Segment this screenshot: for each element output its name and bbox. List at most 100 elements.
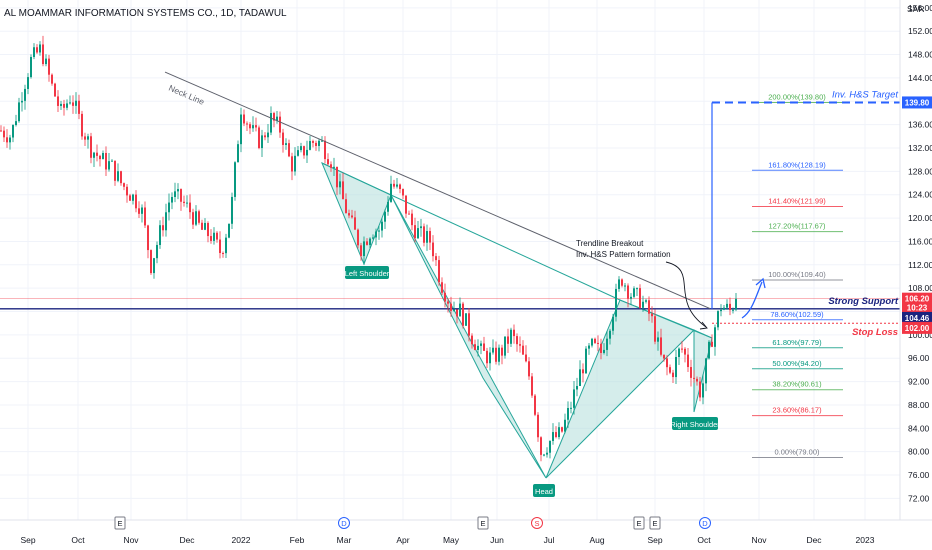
candle-body (165, 212, 167, 231)
time-tick-label: Nov (123, 535, 139, 545)
candle-body (288, 143, 290, 157)
candle-body (135, 194, 137, 209)
candle-body (615, 288, 617, 317)
candle-body (570, 407, 572, 409)
candle-body (207, 222, 209, 237)
candle-body (585, 348, 587, 374)
candle-body (693, 377, 695, 379)
candle-body (75, 100, 77, 106)
candle-body (588, 345, 590, 349)
candle-body (435, 256, 437, 261)
candle-body (408, 213, 410, 215)
pattern-label-badge (345, 266, 389, 279)
candle-body (189, 202, 191, 213)
candle-body (6, 137, 8, 143)
candle-body (726, 303, 728, 308)
fib-level-label: 127.20%(117.67) (769, 222, 826, 231)
candle-body (78, 100, 80, 114)
event-marker-label: E (652, 519, 657, 528)
candle-body (222, 253, 224, 255)
candle-body (372, 237, 374, 239)
price-tick-label: 132.00 (908, 143, 932, 153)
pattern-label: Left Shoulder (345, 269, 390, 278)
candle-body (255, 125, 257, 128)
price-tick-label: 148.00 (908, 50, 932, 60)
candle-body (720, 309, 722, 312)
candle-body (402, 189, 404, 196)
candle-body (369, 238, 371, 245)
time-tick-label: Jun (490, 535, 504, 545)
candle-body (117, 171, 119, 181)
candle-body (342, 181, 344, 200)
candle-body (426, 231, 428, 243)
time-axis[interactable]: Sep Oct Nov Dec 2022 Feb Mar Apr May Jun Jul Aug Sep… (20, 535, 874, 545)
fib-level-label: 100.00%(109.40) (768, 270, 826, 279)
candle-body (168, 202, 170, 213)
candle-body (654, 316, 656, 342)
candle-body (231, 196, 233, 224)
candle-body (246, 123, 248, 125)
price-tick-label: 108.00 (908, 283, 932, 293)
candle-body (417, 228, 419, 239)
candle-body (120, 171, 122, 184)
candle-body (198, 211, 200, 223)
candle-body (714, 327, 716, 347)
candle-body (183, 201, 185, 203)
candle-body (711, 341, 713, 347)
price-tick-label: 112.00 (908, 260, 932, 270)
candle-body (93, 152, 95, 158)
candle-body (69, 102, 71, 104)
annotation-arrow (665, 261, 707, 328)
pattern-label-badge (533, 484, 555, 497)
fib-levels: 0.00%(79.00) 23.60%(86.17) 38.20%(90.61) 50… (752, 92, 843, 459)
candle-body (213, 232, 215, 241)
candle-body (390, 183, 392, 202)
price-tick-label: 136.00 (908, 120, 932, 130)
candle-body (216, 232, 218, 240)
time-tick-label: Mar (337, 535, 352, 545)
price-tick-label: 72.00 (908, 493, 930, 503)
candle-body (234, 162, 236, 197)
candle-body (450, 303, 452, 311)
candle-body (441, 282, 443, 293)
time-tick-label: Feb (290, 535, 305, 545)
fib-level-label: 61.80%(97.79) (772, 338, 822, 347)
price-tag-label: 102.00 (905, 324, 930, 333)
candle-body (351, 215, 353, 218)
pattern-label: Head (535, 487, 553, 496)
event-marker-e (114, 516, 126, 530)
candle-body (15, 121, 17, 126)
price-tick-label: 144.00 (908, 73, 932, 83)
candle-body (171, 196, 173, 203)
candle-body (456, 309, 458, 317)
candle-body (396, 184, 398, 187)
candle-body (606, 338, 608, 350)
candle-body (579, 369, 581, 386)
candle-body (177, 189, 179, 192)
candle-body (27, 77, 29, 89)
hs-pattern-top (321, 162, 713, 339)
price-tag-label: 139.80 (905, 98, 930, 107)
candle-body (144, 207, 146, 226)
candlestick-series (0, 35, 737, 462)
price-tick-label: 156.00 (908, 3, 932, 13)
candle-body (291, 156, 293, 172)
price-tick-label: 92.00 (908, 377, 930, 387)
price-tick-label: 76.00 (908, 470, 930, 480)
candle-body (375, 231, 377, 238)
candle-body (42, 44, 44, 65)
projection-arrow (741, 281, 763, 319)
candle-body (513, 329, 515, 337)
candle-body (696, 378, 698, 382)
candle-body (705, 358, 707, 384)
candle-body (174, 191, 176, 197)
price-tick-label: 100.00 (908, 330, 932, 340)
candle-body (645, 300, 647, 302)
price-tick-label: 80.00 (908, 447, 930, 457)
candle-body (66, 103, 68, 108)
candle-body (387, 201, 389, 212)
candle-body (507, 336, 509, 344)
candle-body (318, 140, 320, 146)
